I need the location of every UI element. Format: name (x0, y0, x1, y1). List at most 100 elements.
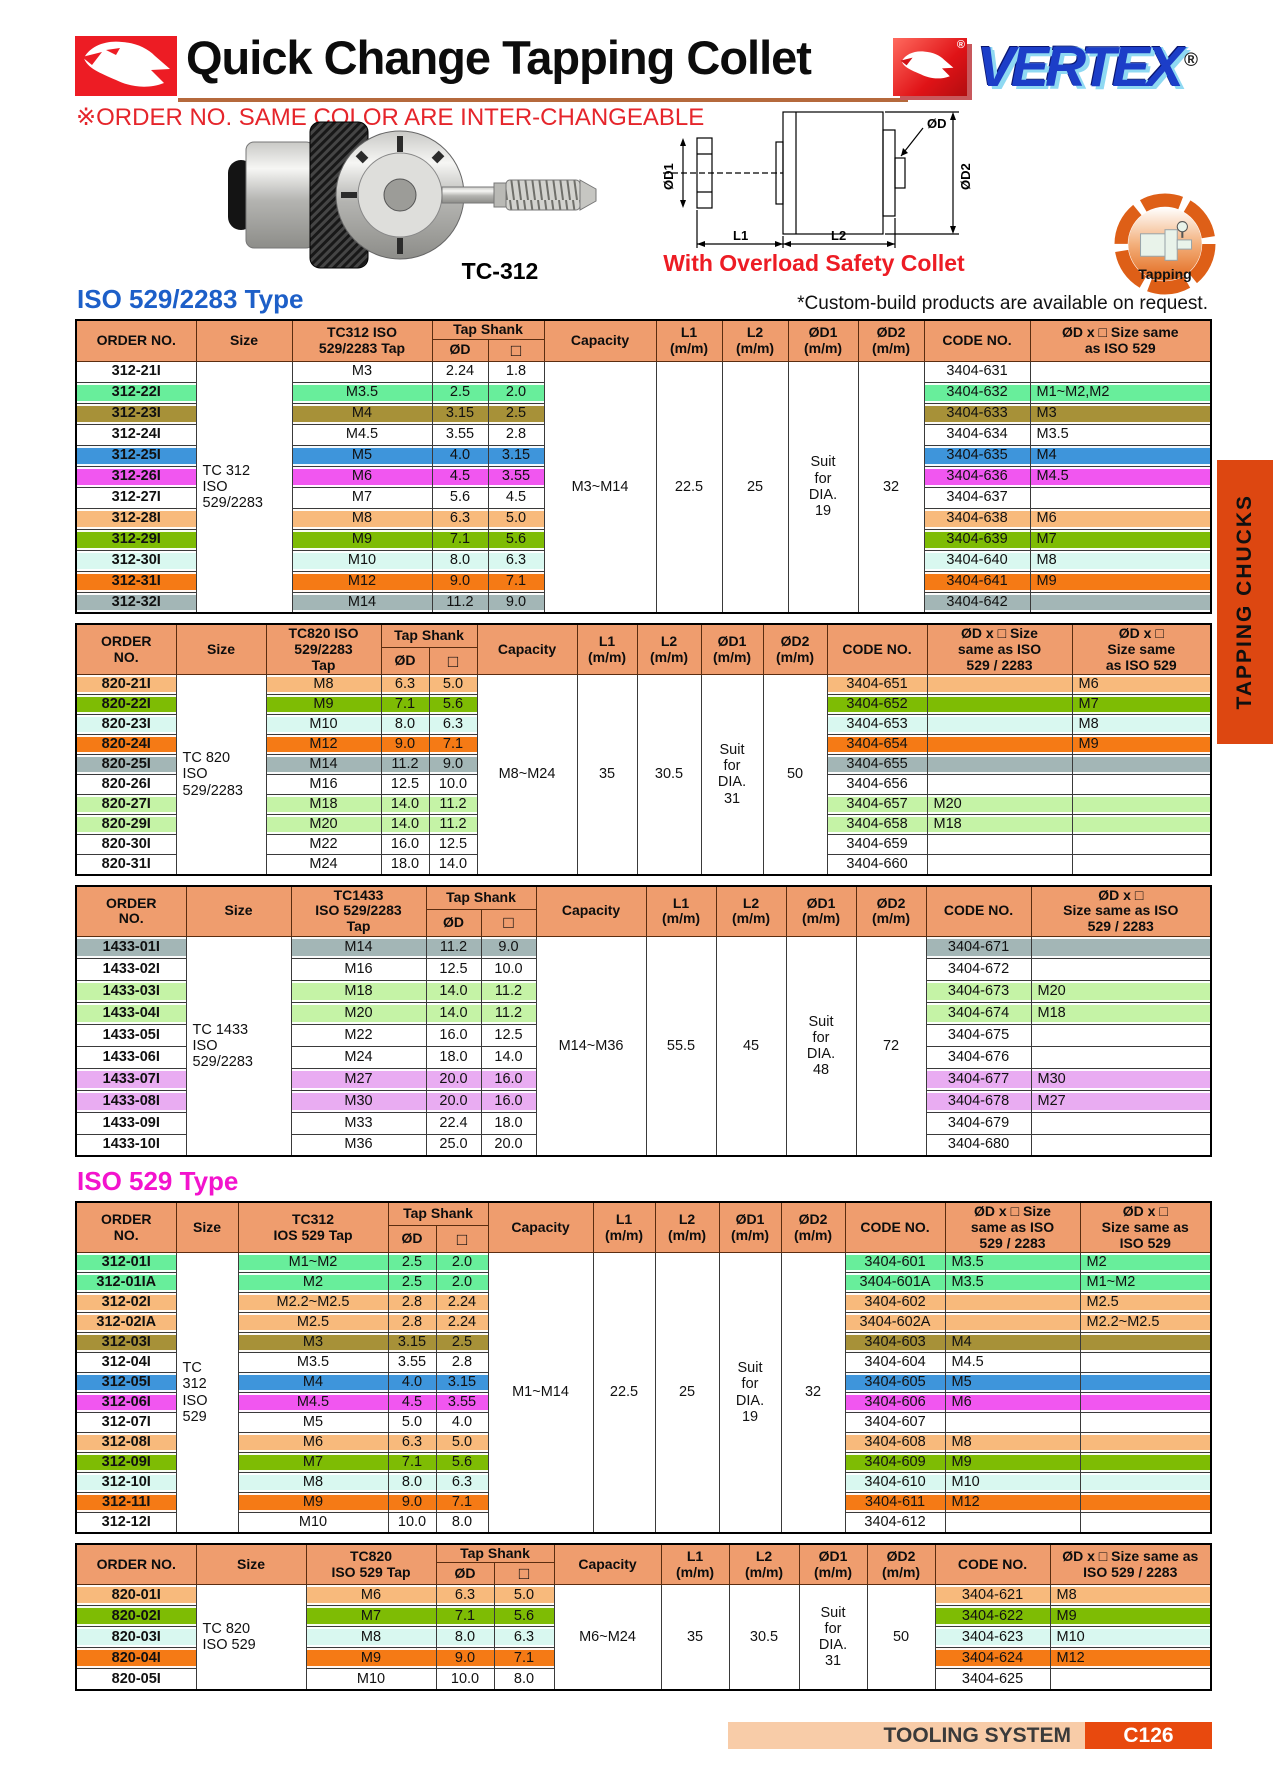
code-no-cell: 3404-604 (844, 1352, 946, 1374)
shank-od-cell: 2.8 (387, 1312, 437, 1334)
shank-square-cell: 2.24 (435, 1312, 489, 1334)
col-header-od2: ØD2 (m/m) (780, 1201, 846, 1254)
shank-od-cell: 3.15 (431, 402, 489, 425)
code-no-cell: 3404-603 (844, 1332, 946, 1354)
od2-cell: 72 (855, 935, 927, 1157)
shank-od-cell: 7.1 (380, 694, 430, 716)
col-header-tap-shank: Tap Shank (380, 623, 478, 649)
code-no-cell: 3404-675 (925, 1023, 1032, 1047)
order-no-cell: 312-07I (75, 1412, 177, 1434)
same-size-cell: M6 (1029, 507, 1212, 530)
shank-square-cell: 2.0 (487, 381, 545, 404)
col-header-od1: ØD1 (m/m) (718, 1201, 782, 1254)
dim-label-l1: L1 (733, 228, 748, 243)
dim-label-l2: L2 (831, 228, 846, 243)
tap-cell: M16 (290, 957, 427, 981)
code-no-cell: 3404-609 (844, 1452, 946, 1474)
code-no-cell: 3404-653 (826, 714, 928, 736)
order-no-cell: 820-05I (75, 1668, 197, 1691)
order-no-cell: 820-21I (75, 674, 177, 696)
col-header-capacity: Capacity (476, 623, 578, 676)
code-no-cell: 3404-605 (844, 1372, 946, 1394)
order-no-cell: 820-27I (75, 794, 177, 816)
spec-table-tc820-iso-529: ORDER NO. Size TC820 ISO 529 Tap Tap Shank C… (75, 1542, 1213, 1691)
code-no-cell: 3404-640 (923, 549, 1031, 572)
table-row: 312-21I TC 312 ISO 529/2283 M3 2.24 1.8 M3~M1… (75, 360, 1212, 614)
col-header-order: ORDER NO. (75, 1543, 197, 1586)
same-size-cell: M3.5 (1029, 423, 1212, 446)
shank-square-cell: 11.2 (480, 1001, 537, 1025)
shank-od-cell: 8.0 (435, 1626, 495, 1649)
brand-name: VERTEX ® (977, 35, 1199, 99)
color-interchangeable-note: ※ORDER NO. SAME COLOR ARE INTER-CHANGEAB… (76, 104, 705, 131)
od2-cell: 50 (762, 674, 828, 876)
col-header-capacity: Capacity (553, 1543, 662, 1586)
eagle-logo-icon (75, 36, 177, 96)
shank-square-cell: 3.15 (435, 1372, 489, 1394)
same-size-cell-2 (1079, 1332, 1212, 1354)
shank-od-cell: 9.0 (431, 570, 489, 593)
same-size-cell (1029, 486, 1212, 509)
shank-od-cell: 11.2 (425, 935, 482, 959)
sidebar-label: TAPPING CHUCKS (1233, 494, 1256, 710)
tap-cell: M3.5 (291, 381, 433, 404)
od1-cell: Suit for DIA. 19 (787, 360, 859, 614)
col-header-l1: L1 (m/m) (655, 319, 723, 362)
shank-square-cell: 8.0 (493, 1668, 555, 1691)
l1-cell: 22.5 (655, 360, 723, 614)
col-header-tap-shank: Tap Shank (435, 1543, 555, 1564)
size-cell: TC 312 ISO 529 (175, 1252, 239, 1534)
dim-label-d1: ØD1 (661, 163, 676, 190)
same-size-cell: M4 (944, 1332, 1081, 1354)
size-cell: TC 312 ISO 529/2283 (195, 360, 293, 614)
tap-cell: M5 (237, 1412, 389, 1434)
code-no-cell: 3404-652 (826, 694, 928, 716)
shank-od-cell: 16.0 (380, 834, 430, 856)
shank-od-cell: 3.15 (387, 1332, 437, 1354)
header-row: ORDER NO. Size TC1433 ISO 529/2283 Tap Tap … (75, 885, 1212, 937)
header-subrow: ØD □ (76, 908, 1211, 937)
order-no-cell: 820-26I (75, 774, 177, 796)
shank-square-cell: 14.0 (480, 1045, 537, 1069)
same-size-cell: M3 (1029, 402, 1212, 425)
col-header-same1: ØD x □ Size same as ISO 529 / 2283 (944, 1201, 1081, 1254)
table-row: 820-01I TC 820 ISO 529 M6 6.3 5.0 M6~M24 35 30.… (75, 1584, 1212, 1691)
section-heading-iso-529: ISO 529 Type (77, 1166, 239, 1197)
col-header-order: ORDER NO. (75, 623, 177, 676)
shank-square-cell: 12.5 (428, 834, 478, 856)
same-size-cell: M10 (944, 1472, 1081, 1494)
capacity-cell: M1~M14 (487, 1252, 594, 1534)
code-no-cell: 3404-632 (923, 381, 1031, 404)
col-header-same1: ØD x □ Size same as ISO 529 / 2283 (1049, 1543, 1212, 1586)
shank-square-cell: 2.24 (435, 1292, 489, 1314)
l2-cell: 30.5 (728, 1584, 800, 1691)
shank-od-cell: 9.0 (387, 1492, 437, 1514)
tap-cell: M14 (290, 935, 427, 959)
code-no-cell: 3404-678 (925, 1089, 1032, 1113)
order-no-cell: 312-28I (75, 507, 197, 530)
shank-od-cell: 25.0 (425, 1133, 482, 1157)
shank-od-cell: 3.55 (387, 1352, 437, 1374)
code-no-cell: 3404-658 (826, 814, 928, 836)
l1-cell: 35 (660, 1584, 730, 1691)
code-no-cell: 3404-601A (844, 1272, 946, 1294)
sidebar-tab-tapping-chucks: TAPPING CHUCKS (1217, 460, 1273, 744)
tap-cell: M18 (265, 794, 382, 816)
code-no-cell: 3404-610 (844, 1472, 946, 1494)
col-header-l2: L2 (m/m) (721, 319, 789, 362)
code-no-cell: 3404-636 (923, 465, 1031, 488)
shank-od-cell: 2.5 (387, 1272, 437, 1294)
shank-square-cell: 8.0 (435, 1512, 489, 1534)
table-row: 312-01I TC 312 ISO 529 M1~M2 2.5 2.0 M1~M14 22… (75, 1252, 1212, 1534)
tap-cell: M12 (291, 570, 433, 593)
shank-square-cell: 4.0 (435, 1412, 489, 1434)
same-size-cell: M12 (944, 1492, 1081, 1514)
order-no-cell: 820-01I (75, 1584, 197, 1607)
same-size-cell: M5 (944, 1372, 1081, 1394)
same-size-cell-2 (1071, 774, 1212, 796)
shank-square-cell: 4.5 (487, 486, 545, 509)
od2-cell: 32 (857, 360, 925, 614)
same-size-cell-2 (1079, 1412, 1212, 1434)
table-row: 820-24I M12 9.0 7.1 3404-654 M9 (75, 734, 1212, 756)
col-header-l2: L2 (m/m) (654, 1201, 720, 1254)
